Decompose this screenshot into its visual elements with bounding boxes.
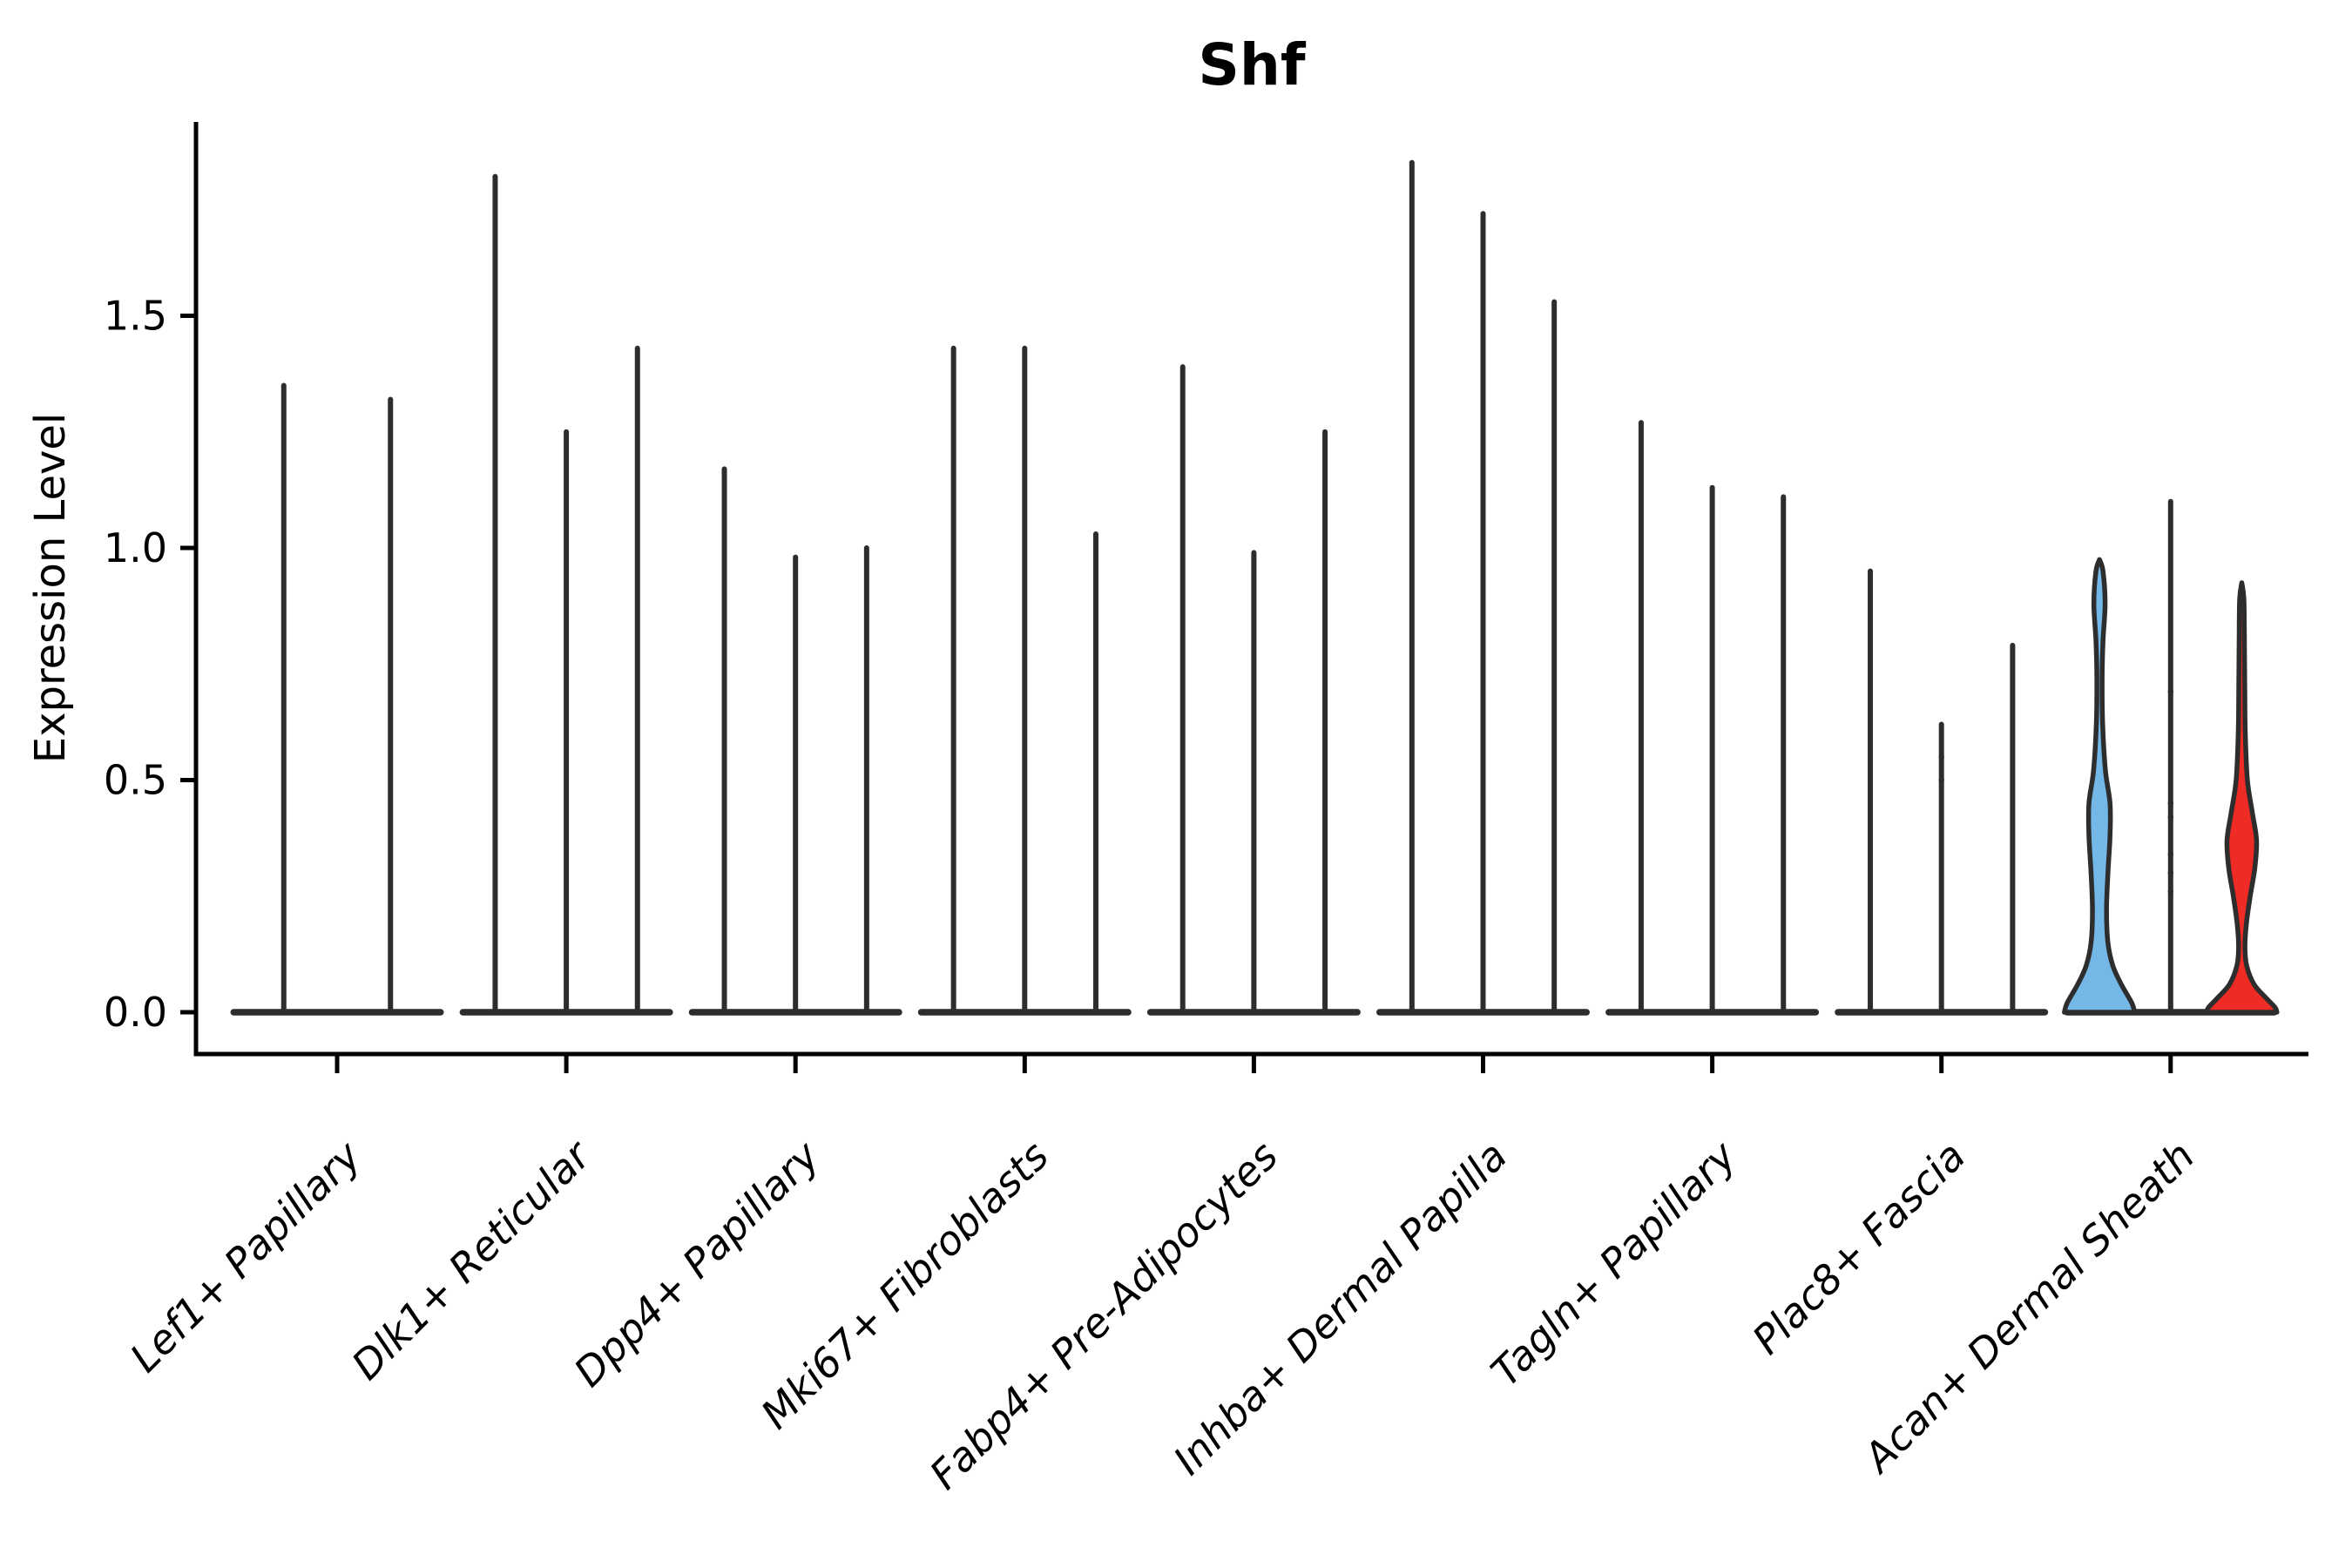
x-axis-category-label: Dlk1+ Reticular xyxy=(342,1130,601,1389)
x-axis-category-label: Tagln+ Papillary xyxy=(1482,1132,1746,1396)
jitter-point xyxy=(2167,889,2173,895)
jitter-point xyxy=(2167,851,2173,857)
x-axis-category-label: Dpp4+ Papillary xyxy=(564,1132,828,1396)
chart-title: Shf xyxy=(1198,31,1307,98)
jitter-point xyxy=(1938,777,1944,783)
x-axis-category-label: Lef1+ Papillary xyxy=(121,1132,370,1381)
jitter-point xyxy=(2167,814,2173,821)
filled-violin xyxy=(2062,557,2138,1015)
y-tick-label: 1.5 xyxy=(104,293,167,340)
y-tick-label: 1.0 xyxy=(104,524,167,571)
filled-violin xyxy=(2204,580,2280,1015)
jitter-point xyxy=(1938,754,1944,760)
jitter-point xyxy=(2167,800,2173,807)
y-tick-label: 0.5 xyxy=(104,757,167,804)
jitter-point xyxy=(2167,869,2173,876)
y-tick-label: 0.0 xyxy=(104,989,167,1036)
axis-spines xyxy=(193,122,2308,1057)
jitter-point xyxy=(2167,689,2173,695)
y-axis-label: Expression Level xyxy=(26,413,75,764)
x-axis-category-label: Plac8+ Fascia xyxy=(1743,1132,1974,1363)
violin-zero-base xyxy=(230,1009,444,1016)
